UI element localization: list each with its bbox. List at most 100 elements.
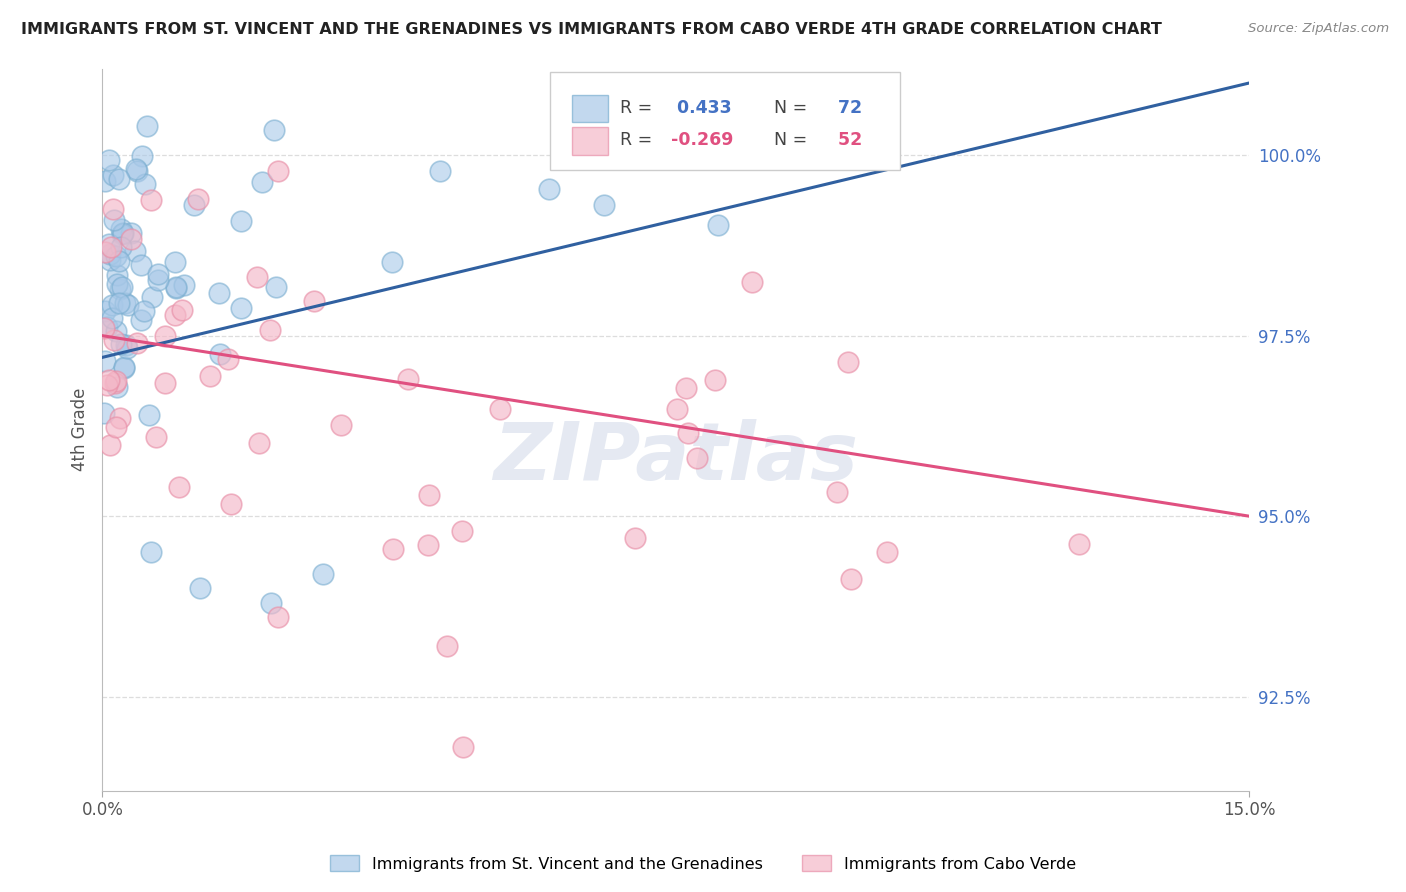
Point [167,480,190,494]
Point [105,325,128,339]
Point [105,420,128,434]
Point [108,410,131,425]
Point [131,149,153,163]
Point [117,298,139,312]
Point [675,381,697,395]
Point [312,566,335,581]
Point [112,359,135,374]
Point [165,281,187,295]
Point [94,304,117,318]
Text: N =: N = [763,131,813,149]
Point [381,255,404,269]
Point [219,497,242,511]
Point [537,182,560,196]
Point [173,278,195,293]
Point [229,214,252,228]
Point [103,213,125,227]
Point [134,178,156,192]
Text: 0.433: 0.433 [671,99,733,117]
Point [98,237,121,252]
Point [1067,537,1090,551]
Point [825,485,848,500]
Point [208,285,231,300]
Point [104,249,127,263]
Point [624,531,647,545]
Point [125,161,148,176]
Point [101,298,124,312]
Point [266,163,288,178]
Point [170,302,193,317]
Point [429,164,451,178]
Point [250,175,273,189]
Point [451,740,474,755]
Point [105,380,128,394]
Point [451,524,474,538]
Point [266,610,288,624]
Point [763,128,786,143]
Point [110,337,132,351]
Bar [571,95,609,122]
Point [302,294,325,309]
Point [127,164,149,178]
Point [839,573,862,587]
Point [665,402,688,417]
Point [136,120,159,134]
Point [100,247,122,261]
Y-axis label: 4th Grade: 4th Grade [72,388,89,471]
Point [329,417,352,432]
Point [263,123,285,137]
Text: ZIPatlas: ZIPatlas [494,419,859,498]
Point [103,202,125,216]
Point [741,275,763,289]
Point [101,168,124,182]
Point [246,269,269,284]
Point [112,226,135,240]
Point [754,139,776,153]
Point [105,277,128,291]
Point [264,279,287,293]
Text: 52: 52 [832,131,862,149]
Point [132,304,155,318]
Point [187,193,209,207]
Point [488,402,510,417]
Point [114,296,136,310]
Point [707,218,730,232]
Text: 72: 72 [832,99,862,117]
Point [103,333,125,347]
Point [98,438,121,452]
Point [155,376,177,390]
Point [110,222,132,236]
Text: Source: ZipAtlas.com: Source: ZipAtlas.com [1249,22,1389,36]
Point [93,245,115,260]
Point [107,172,129,186]
Point [104,376,127,390]
Bar [571,128,609,154]
Point [592,198,614,212]
Point [418,538,440,552]
Point [188,582,211,596]
Text: IMMIGRANTS FROM ST. VINCENT AND THE GRENADINES VS IMMIGRANTS FROM CABO VERDE 4TH: IMMIGRANTS FROM ST. VINCENT AND THE GREN… [21,22,1161,37]
Point [876,545,898,559]
Point [105,268,128,282]
Point [686,450,709,465]
Point [93,174,115,188]
Point [229,301,252,316]
Point [108,253,131,268]
Point [155,328,177,343]
Point [111,227,134,241]
Point [165,280,187,294]
Point [111,280,134,294]
Point [381,541,404,556]
Point [163,254,186,268]
Point [98,252,121,267]
Point [96,377,118,392]
Point [138,408,160,422]
Point [108,296,131,310]
Point [101,310,124,325]
Point [146,273,169,287]
Point [120,232,142,246]
Point [710,120,733,134]
Point [115,338,138,352]
Point [260,596,283,610]
Point [837,355,859,369]
